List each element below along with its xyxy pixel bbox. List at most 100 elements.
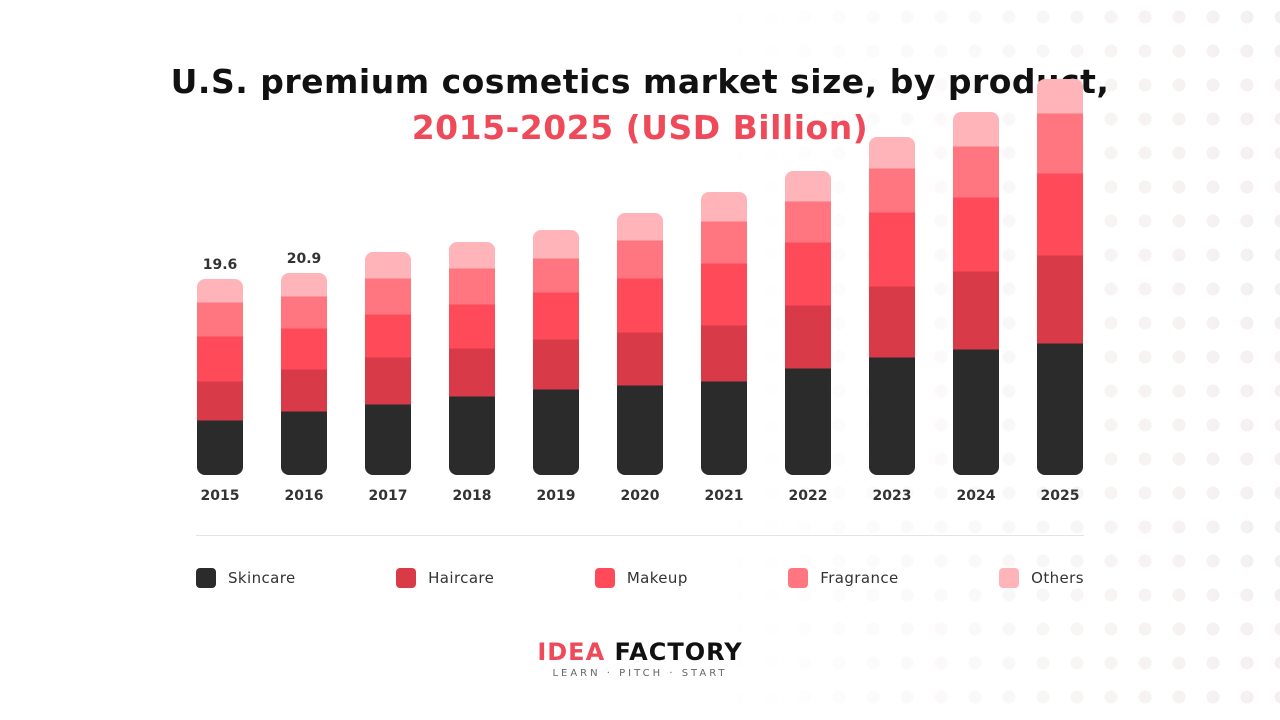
total-data-label: 20.9 [287,251,322,267]
bar-haircare-2023 [869,286,915,358]
brand-logo: IDEA FACTORY LEARN · PITCH · START [0,638,1280,679]
brand-tagline: LEARN · PITCH · START [552,668,728,679]
bar-skincare-2019 [533,389,579,475]
bar-skincare-2015 [197,420,243,475]
bar-makeup-2020 [617,278,663,333]
legend-label-others: Others [1031,569,1084,587]
bar-haircare-2022 [785,305,831,369]
bar-others-2025 [1037,79,1083,114]
bar-makeup-2015 [197,336,243,382]
bar-haircare-2024 [953,271,999,350]
bar-stack-2016 [281,273,327,475]
bar-makeup-2017 [365,314,411,358]
bar-skincare-2025 [1037,343,1083,475]
bar-fragrance-2020 [617,240,663,279]
bar-fragrance-2022 [785,201,831,243]
bar-others-2024 [953,112,999,147]
legend-swatch-fragrance [788,568,809,588]
bar-others-2017 [365,252,411,279]
brand-name: IDEA FACTORY [0,638,1280,666]
chart-title: U.S. premium cosmetics market size, by p… [170,62,1110,101]
bar-others-2022 [785,171,831,202]
bar-fragrance-2015 [197,302,243,337]
bar-stack-2015 [197,279,243,475]
legend-swatch-haircare [396,568,417,588]
legend-label-fragrance: Fragrance [820,569,899,587]
x-tick-label: 2021 [705,488,744,504]
legend-label-makeup: Makeup [626,569,688,587]
bar-stack-2021 [701,192,747,475]
legend-label-skincare: Skincare [228,569,296,587]
x-tick-label: 2023 [873,488,912,504]
bar-stack-2025 [1037,79,1083,475]
x-tick-label: 2018 [453,488,492,504]
bar-stack-2023 [869,137,915,475]
bar-stack-2024 [953,112,999,475]
x-tick-label: 2017 [369,488,408,504]
legend-label-haircare: Haircare [428,569,495,587]
bar-others-2018 [449,242,495,269]
bar-makeup-2024 [953,197,999,272]
bar-makeup-2021 [701,263,747,326]
brand-name-factory: FACTORY [614,638,743,666]
bar-haircare-2018 [449,348,495,397]
bar-skincare-2020 [617,385,663,475]
bar-makeup-2019 [533,292,579,340]
total-data-label: 19.6 [203,257,238,273]
legend-swatch-makeup [594,568,615,588]
bar-haircare-2016 [281,369,327,412]
x-tick-label: 2016 [285,488,324,504]
legend-divider [196,535,1084,536]
bar-stack-2018 [449,242,495,475]
bar-fragrance-2021 [701,221,747,264]
chart-legend: Skincare Haircare Makeup Fragrance Other… [196,566,1084,590]
x-tick-label: 2022 [789,488,828,504]
bar-fragrance-2019 [533,258,579,293]
bar-fragrance-2016 [281,296,327,329]
x-tick-label: 2020 [621,488,660,504]
bar-skincare-2022 [785,368,831,475]
bar-haircare-2020 [617,332,663,386]
bar-makeup-2018 [449,304,495,349]
bar-haircare-2017 [365,357,411,405]
bar-stack-2017 [365,252,411,475]
bar-fragrance-2023 [869,168,915,213]
chart-subtitle: 2015-2025 (USD Billion) [411,108,869,147]
legend-item-haircare: Haircare [396,568,494,588]
legend-item-others: Others [999,568,1084,588]
brand-name-idea: IDEA [537,638,606,666]
bar-skincare-2021 [701,381,747,475]
bar-stack-2020 [617,213,663,475]
bar-haircare-2015 [197,381,243,421]
bar-skincare-2023 [869,357,915,475]
bar-skincare-2016 [281,411,327,475]
bar-fragrance-2017 [365,278,411,315]
bar-makeup-2025 [1037,173,1083,256]
x-tick-label: 2015 [201,488,240,504]
bar-fragrance-2025 [1037,113,1083,174]
bar-stack-2022 [785,171,831,475]
bar-skincare-2017 [365,404,411,475]
bar-skincare-2018 [449,396,495,475]
bar-makeup-2016 [281,328,327,370]
x-tick-label: 2019 [537,488,576,504]
bar-skincare-2024 [953,349,999,475]
bar-others-2016 [281,273,327,297]
bar-haircare-2021 [701,325,747,382]
bar-makeup-2022 [785,242,831,306]
bar-others-2021 [701,192,747,222]
legend-item-skincare: Skincare [196,568,296,588]
legend-swatch-others [999,568,1020,588]
x-tick-label: 2025 [1041,488,1080,504]
legend-item-makeup: Makeup [594,568,688,588]
bar-others-2015 [197,279,243,303]
bar-haircare-2019 [533,339,579,390]
bar-others-2023 [869,137,915,169]
x-tick-label: 2024 [957,488,996,504]
legend-swatch-skincare [196,568,216,588]
bar-haircare-2025 [1037,255,1083,344]
bar-fragrance-2024 [953,146,999,198]
bar-others-2019 [533,230,579,259]
bar-stack-2019 [533,230,579,475]
bar-fragrance-2018 [449,268,495,305]
